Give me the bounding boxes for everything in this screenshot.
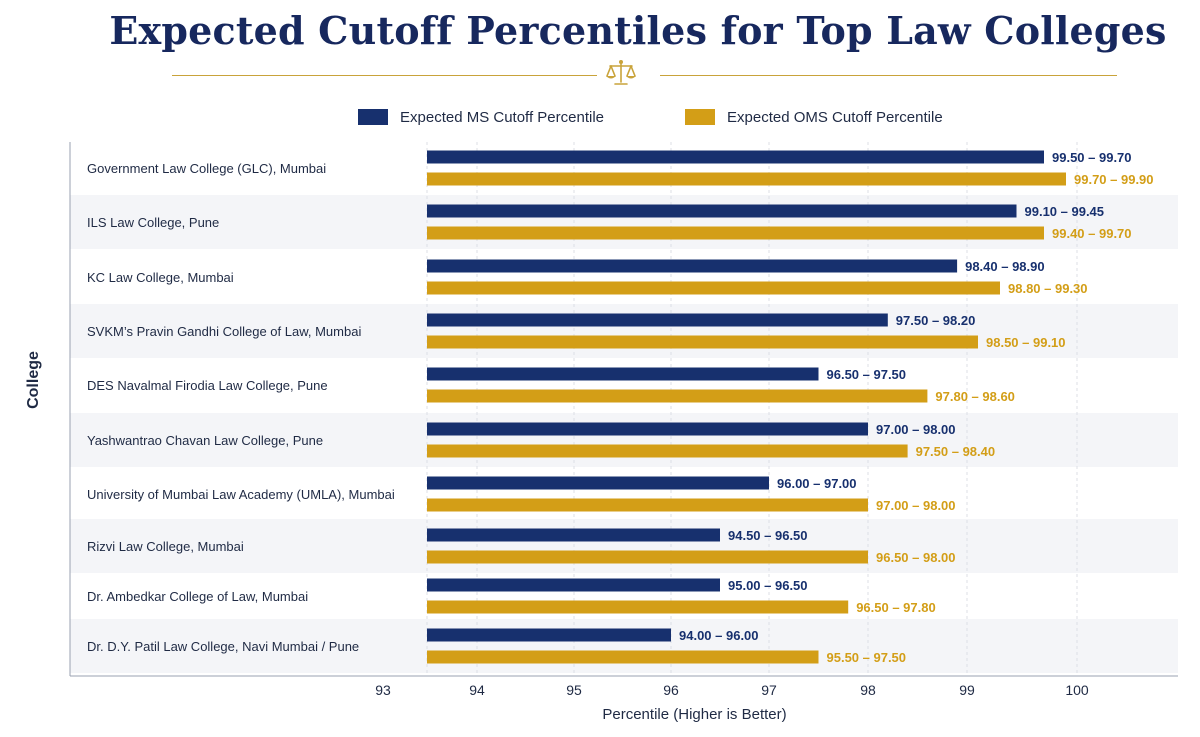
title-divider-right [660, 75, 1117, 76]
oms-data-label: 99.40 – 99.70 [1052, 226, 1132, 241]
category-label: Rizvi Law College, Mumbai [87, 539, 244, 554]
x-tick-label: 94 [469, 682, 485, 698]
oms-bar [427, 335, 978, 349]
ms-bar [427, 476, 769, 490]
balance-scale-icon [606, 60, 636, 85]
oms-data-label: 96.50 – 98.00 [876, 550, 956, 565]
oms-data-label: 99.70 – 99.90 [1074, 172, 1154, 187]
legend-label-oms: Expected OMS Cutoff Percentile [727, 108, 943, 126]
x-tick-label: 93 [375, 682, 391, 698]
oms-bar [427, 226, 1044, 240]
category-label: SVKM’s Pravin Gandhi College of Law, Mum… [87, 324, 361, 339]
x-tick-label: 100 [1065, 682, 1089, 698]
x-tick-label: 98 [860, 682, 876, 698]
ms-bar [427, 367, 819, 381]
oms-data-label: 97.50 – 98.40 [916, 444, 996, 459]
ms-bar [427, 528, 720, 542]
ms-bar [427, 422, 868, 436]
chart-title: Expected Cutoff Percentiles for Top Law … [109, 8, 1167, 53]
ms-bar [427, 313, 888, 327]
oms-data-label: 97.00 – 98.00 [876, 498, 956, 513]
row-band [70, 519, 1178, 573]
category-label: DES Navalmal Firodia Law College, Pune [87, 378, 328, 393]
legend-swatch-ms [358, 109, 388, 125]
ms-data-label: 94.00 – 96.00 [679, 628, 759, 643]
category-label: KC Law College, Mumbai [87, 270, 234, 285]
oms-data-label: 95.50 – 97.50 [827, 650, 907, 665]
ms-bar [427, 204, 1017, 218]
row-band [70, 195, 1178, 249]
ms-bar [427, 628, 671, 642]
ms-bar [427, 578, 720, 592]
oms-bar [427, 550, 868, 564]
legend-swatch-oms [685, 109, 715, 125]
oms-bar [427, 650, 819, 664]
oms-bar [427, 389, 928, 403]
oms-data-label: 96.50 – 97.80 [856, 600, 936, 615]
ms-data-label: 97.50 – 98.20 [896, 313, 976, 328]
oms-data-label: 98.80 – 99.30 [1008, 281, 1088, 296]
oms-data-label: 97.80 – 98.60 [935, 389, 1015, 404]
legend-item-ms: Expected MS Cutoff Percentile [358, 106, 604, 128]
ms-bar [427, 150, 1044, 164]
ms-data-label: 94.50 – 96.50 [728, 528, 808, 543]
category-label: University of Mumbai Law Academy (UMLA),… [87, 487, 395, 502]
x-tick-label: 95 [566, 682, 582, 698]
ms-bar [427, 259, 958, 273]
oms-bar [427, 498, 868, 512]
category-label: ILS Law College, Pune [87, 215, 219, 230]
oms-bar [427, 444, 908, 458]
ms-data-label: 97.00 – 98.00 [876, 422, 956, 437]
title-divider-left [172, 75, 597, 76]
ms-data-label: 96.50 – 97.50 [827, 367, 907, 382]
oms-bar [427, 172, 1066, 186]
x-tick-label: 99 [959, 682, 975, 698]
oms-bar [427, 281, 1000, 295]
x-tick-label: 97 [761, 682, 777, 698]
ms-data-label: 96.00 – 97.00 [777, 476, 857, 491]
legend-item-oms: Expected OMS Cutoff Percentile [685, 106, 943, 128]
x-axis-title: Percentile (Higher is Better) [602, 706, 787, 723]
oms-data-label: 98.50 – 99.10 [986, 335, 1066, 350]
ms-data-label: 98.40 – 98.90 [965, 259, 1045, 274]
category-label: Dr. Ambedkar College of Law, Mumbai [87, 589, 308, 604]
legend-label-ms: Expected MS Cutoff Percentile [400, 108, 604, 126]
ms-data-label: 99.10 – 99.45 [1025, 204, 1105, 219]
ms-data-label: 95.00 – 96.50 [728, 578, 808, 593]
category-label: Yashwantrao Chavan Law College, Pune [87, 433, 323, 448]
category-label: Government Law College (GLC), Mumbai [87, 161, 326, 176]
row-band [70, 619, 1178, 673]
row-band [70, 304, 1178, 358]
ms-data-label: 99.50 – 99.70 [1052, 150, 1132, 165]
category-label: Dr. D.Y. Patil Law College, Navi Mumbai … [87, 639, 359, 654]
oms-bar [427, 600, 849, 614]
row-band [70, 413, 1178, 467]
x-tick-label: 96 [663, 682, 679, 698]
